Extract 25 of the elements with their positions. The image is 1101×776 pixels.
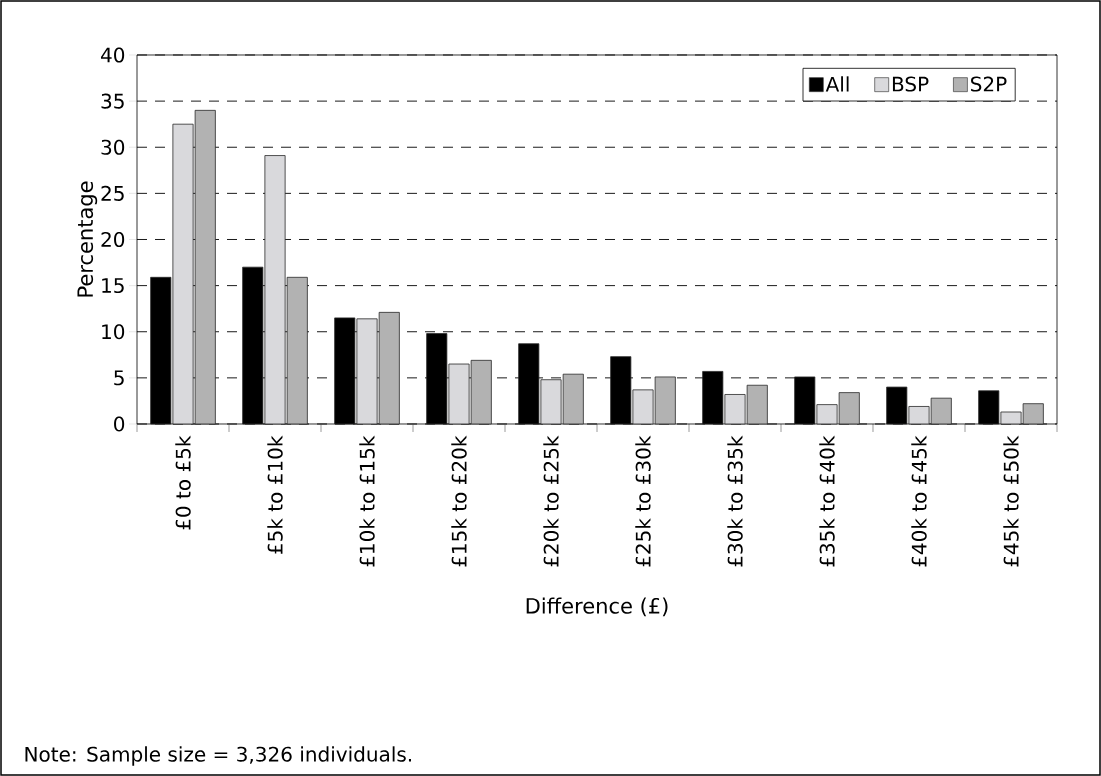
y-tick-label: 10 — [102, 324, 125, 340]
y-tick-label: 5 — [114, 370, 124, 386]
text: Note: Sample size = 3,326 individuals. — [25, 746, 412, 766]
y-tick-label: 15 — [102, 278, 124, 294]
x-tick-label: £25k to £30k — [635, 435, 651, 567]
y-tick-label: 30 — [101, 139, 125, 155]
x-tick-label: £5k to £10k — [267, 435, 283, 554]
y-tick-label: 35 — [101, 93, 124, 109]
y-tick-label: 0 — [114, 416, 125, 432]
x-tick-label: £0 to £5k — [175, 435, 191, 530]
x-tick-label: £10k to £15k — [359, 435, 375, 567]
y-tick-label: 40 — [101, 47, 125, 63]
x-tick-label: £15k to £20k — [451, 435, 467, 567]
x-tick-label: £30k to £35k — [727, 435, 743, 567]
y-tick-label: 20 — [101, 231, 125, 248]
y-tick-label: 25 — [101, 185, 124, 201]
x-tick-label: £40k to £45k — [911, 435, 927, 567]
x-tick-label: £35k to £40k — [819, 435, 835, 567]
legend-label: S2P — [971, 76, 1007, 92]
y-axis-title: Percentage — [77, 181, 98, 297]
legend-label: BSP — [892, 76, 929, 92]
legend-label: All — [825, 76, 849, 92]
x-tick-label: £20k to £25k — [543, 435, 559, 567]
x-tick-label: £45k to £50k — [1003, 435, 1019, 567]
x-axis-title: Difference (£) — [526, 597, 668, 617]
